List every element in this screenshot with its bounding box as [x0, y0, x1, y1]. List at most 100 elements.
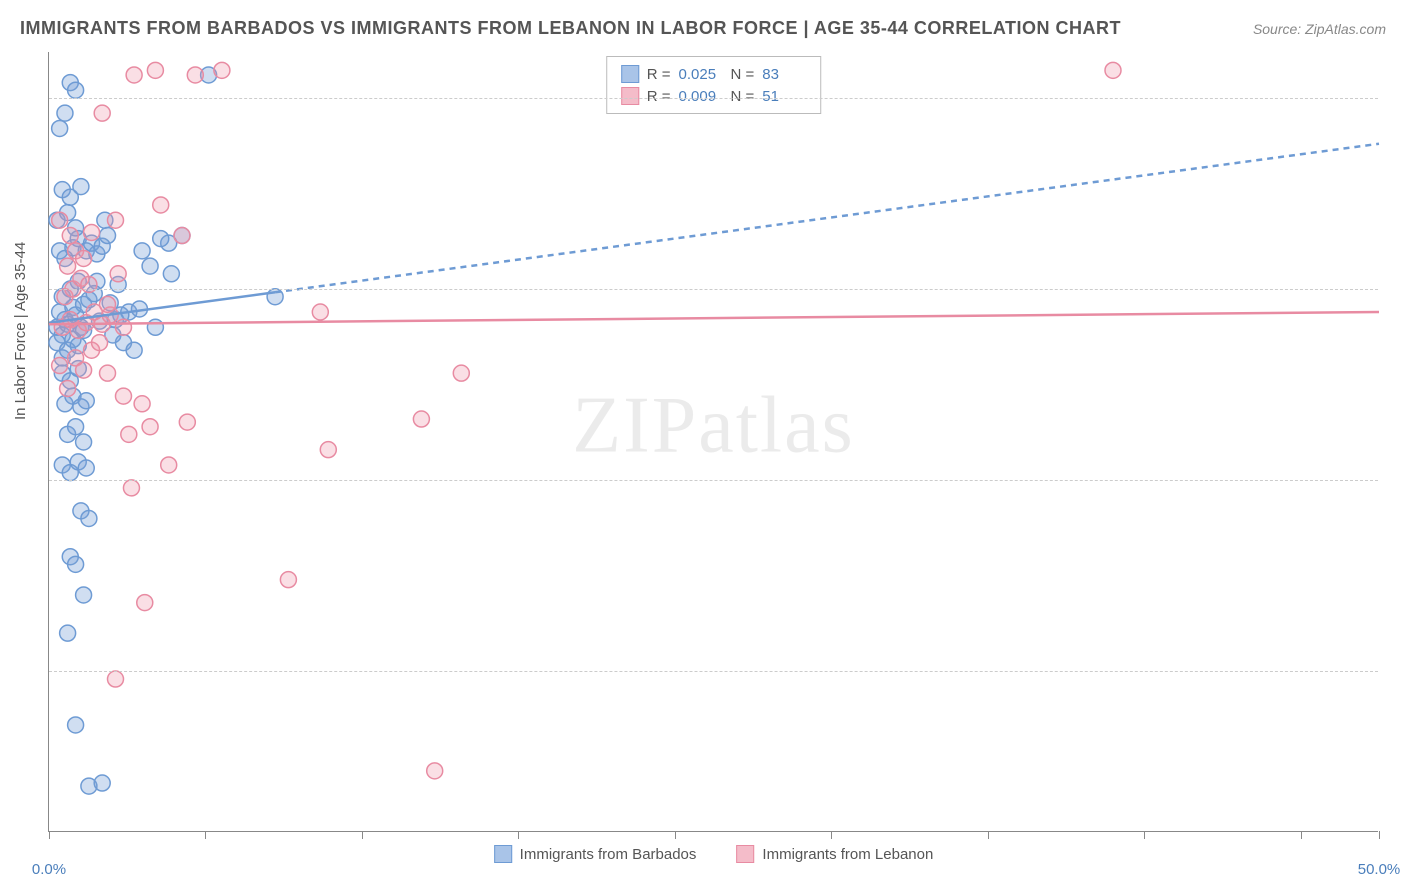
scatter-point [153, 231, 169, 247]
scatter-point [108, 212, 124, 228]
scatter-point [78, 460, 94, 476]
source-label: Source: ZipAtlas.com [1253, 21, 1386, 37]
trend-line-dashed [275, 144, 1379, 293]
scatter-point [413, 411, 429, 427]
scatter-point [60, 625, 76, 641]
bottom-legend: Immigrants from Barbados Immigrants from … [494, 845, 934, 863]
scatter-point [52, 212, 68, 228]
series-swatch [494, 845, 512, 863]
scatter-point [134, 243, 150, 259]
r-label: R = [647, 88, 671, 105]
scatter-point [100, 365, 116, 381]
stats-row: R = 0.025 N = 83 [621, 63, 807, 85]
scatter-point [76, 250, 92, 266]
gridline-h [49, 98, 1378, 99]
scatter-point [78, 393, 94, 409]
scatter-point [60, 258, 76, 274]
gridline-h [49, 289, 1378, 290]
scatter-point [142, 258, 158, 274]
x-tick-label: 0.0% [32, 861, 66, 878]
series-swatch [736, 845, 754, 863]
scatter-point [100, 228, 116, 244]
n-value: 51 [762, 88, 806, 105]
n-value: 83 [762, 66, 806, 83]
scatter-point [427, 763, 443, 779]
chart-svg [49, 52, 1378, 831]
n-label: N = [731, 66, 755, 83]
y-axis-label: In Labor Force | Age 35-44 [12, 242, 29, 420]
legend-label: Immigrants from Lebanon [762, 846, 933, 863]
x-tick-label: 50.0% [1358, 861, 1401, 878]
y-tick-label: 87.5% [1386, 281, 1406, 298]
scatter-point [81, 276, 97, 292]
x-tick [362, 831, 363, 839]
scatter-point [94, 775, 110, 791]
scatter-point [115, 319, 131, 335]
scatter-point [52, 358, 68, 374]
x-tick [988, 831, 989, 839]
scatter-point [187, 67, 203, 83]
y-tick-label: 62.5% [1386, 663, 1406, 680]
scatter-point [163, 266, 179, 282]
scatter-point [76, 434, 92, 450]
scatter-point [94, 105, 110, 121]
scatter-point [68, 717, 84, 733]
scatter-point [76, 587, 92, 603]
legend-label: Immigrants from Barbados [520, 846, 697, 863]
legend-item: Immigrants from Barbados [494, 845, 697, 863]
scatter-point [121, 426, 137, 442]
scatter-point [214, 62, 230, 78]
scatter-point [81, 510, 97, 526]
legend-item: Immigrants from Lebanon [736, 845, 933, 863]
trend-line-solid [49, 312, 1379, 324]
stats-row: R = 0.009 N = 51 [621, 85, 807, 107]
scatter-point [126, 342, 142, 358]
scatter-point [68, 556, 84, 572]
scatter-point [142, 419, 158, 435]
gridline-h [49, 480, 1378, 481]
scatter-point [123, 480, 139, 496]
gridline-h [49, 671, 1378, 672]
scatter-point [137, 595, 153, 611]
series-swatch [621, 87, 639, 105]
scatter-point [57, 105, 73, 121]
scatter-point [60, 380, 76, 396]
scatter-point [52, 120, 68, 136]
x-tick [1379, 831, 1380, 839]
x-tick [1144, 831, 1145, 839]
x-tick [1301, 831, 1302, 839]
scatter-point [161, 457, 177, 473]
scatter-point [174, 228, 190, 244]
scatter-point [179, 414, 195, 430]
scatter-point [320, 442, 336, 458]
r-label: R = [647, 66, 671, 83]
scatter-point [68, 82, 84, 98]
n-label: N = [731, 88, 755, 105]
scatter-point [73, 179, 89, 195]
x-tick [518, 831, 519, 839]
scatter-point [153, 197, 169, 213]
scatter-point [76, 362, 92, 378]
scatter-point [453, 365, 469, 381]
plot-area: ZIPatlas R =0.025N =83R =0.009N =51 0.0%… [48, 52, 1378, 832]
x-tick [675, 831, 676, 839]
r-value: 0.009 [679, 88, 723, 105]
x-tick [831, 831, 832, 839]
scatter-point [126, 67, 142, 83]
scatter-point [108, 671, 124, 687]
scatter-point [84, 224, 100, 240]
scatter-point [147, 62, 163, 78]
scatter-point [100, 296, 116, 312]
scatter-point [312, 304, 328, 320]
scatter-point [280, 572, 296, 588]
scatter-point [147, 319, 163, 335]
scatter-point [134, 396, 150, 412]
scatter-point [92, 335, 108, 351]
stats-box: R = 0.025 N = 83 R = 0.009 N = 51 [606, 56, 822, 114]
x-tick [205, 831, 206, 839]
scatter-point [110, 266, 126, 282]
r-value: 0.025 [679, 66, 723, 83]
series-swatch [621, 65, 639, 83]
title-bar: IMMIGRANTS FROM BARBADOS VS IMMIGRANTS F… [20, 18, 1386, 39]
scatter-point [68, 419, 84, 435]
